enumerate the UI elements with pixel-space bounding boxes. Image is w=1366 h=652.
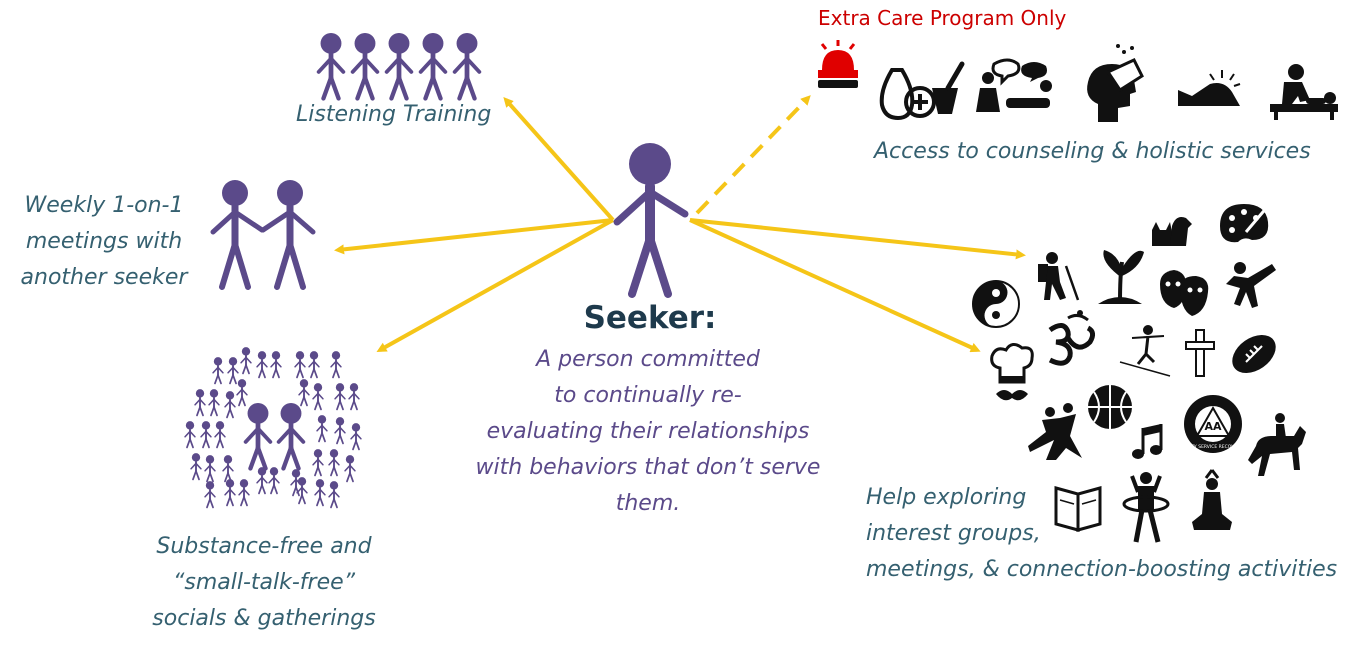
socials-line-3: socials & gatherings bbox=[152, 606, 376, 631]
basketball-icon bbox=[1088, 385, 1132, 429]
crowd-person-icon bbox=[256, 350, 268, 379]
cross-icon bbox=[1185, 329, 1215, 377]
arrow-to-interests-bottom bbox=[689, 218, 981, 353]
sprout-icon bbox=[1098, 250, 1144, 304]
crowd-person-icon bbox=[330, 350, 342, 379]
crowd-person-icon bbox=[328, 480, 340, 509]
crowd-person-icon bbox=[316, 414, 328, 443]
crowd-person-icon bbox=[240, 346, 252, 375]
crowd-person-icon bbox=[212, 356, 224, 385]
extra-care-heading: Extra Care Program Only bbox=[818, 6, 1067, 30]
meditation-icon bbox=[1192, 469, 1232, 530]
hiker-icon bbox=[1038, 252, 1080, 301]
crowd-person-icon bbox=[312, 448, 324, 477]
crowd-person-icon bbox=[184, 420, 196, 449]
crowd-person-icon bbox=[348, 382, 360, 411]
interests-line-3: meetings, & connection-boosting activiti… bbox=[866, 557, 1338, 582]
crowd-person-icon bbox=[224, 478, 236, 507]
seeker-desc-line-5: them. bbox=[615, 491, 681, 516]
crowd-person-icon bbox=[238, 478, 250, 507]
connector-arrows bbox=[334, 95, 1026, 353]
crowd-icon bbox=[184, 346, 362, 509]
crowd-person-icon bbox=[328, 448, 340, 477]
seeker-title: Seeker: bbox=[583, 300, 717, 336]
crowd-person-icon bbox=[298, 378, 310, 407]
crowd-person-icon bbox=[214, 420, 226, 449]
football-icon bbox=[1232, 334, 1276, 374]
tightrope-walker-icon bbox=[1119, 325, 1171, 377]
weekly-line-1: Weekly 1-on-1 bbox=[24, 193, 184, 218]
hula-hoop-icon bbox=[1122, 472, 1170, 543]
listening-training-label: Listening Training bbox=[296, 102, 492, 127]
crowd-person-icon bbox=[194, 388, 206, 417]
counseling-session-icon bbox=[976, 58, 1052, 112]
horse-rider-icon bbox=[1248, 413, 1306, 476]
music-note-icon bbox=[1132, 424, 1163, 459]
yin-yang-icon bbox=[972, 280, 1020, 328]
arrow-to-interests-top bbox=[689, 218, 1026, 260]
crowd-person-icon bbox=[314, 478, 326, 507]
weekly-line-2: meetings with bbox=[25, 229, 183, 254]
crowd-person-icon bbox=[296, 476, 308, 505]
crowd-person-icon bbox=[270, 350, 282, 379]
crowd-person-icon bbox=[236, 378, 248, 407]
interests-line-2: interest groups, bbox=[866, 521, 1041, 546]
crowd-person-icon bbox=[190, 452, 202, 481]
crowd-person-icon bbox=[294, 350, 306, 379]
socials-line-2: “small-talk-free” bbox=[172, 570, 356, 595]
martial-arts-kick-icon bbox=[1226, 262, 1276, 308]
crowd-person-icon bbox=[222, 454, 234, 483]
crowd-person-icon bbox=[204, 480, 216, 509]
om-symbol-icon bbox=[1048, 310, 1096, 366]
massage-therapy-icon bbox=[1270, 64, 1338, 120]
aa-letters: AA bbox=[1204, 420, 1222, 433]
crowd-center-pair-icon bbox=[246, 403, 304, 469]
seeker-desc-line-1: A person committed bbox=[536, 347, 760, 372]
open-book-icon bbox=[1054, 486, 1102, 532]
interests-line-1: Help exploring bbox=[866, 485, 1027, 510]
aa-ring-text: UNITY SERVICE RECOVERY bbox=[1183, 444, 1243, 450]
crowd-person-icon bbox=[334, 416, 346, 445]
crowd-person-icon bbox=[344, 454, 356, 483]
crowd-person-icon bbox=[204, 454, 216, 483]
socials-label: Substance-free and “small-talk-free” soc… bbox=[136, 529, 392, 637]
socials-line-1: Substance-free and bbox=[156, 534, 372, 559]
weekly-line-3: another seeker bbox=[20, 265, 188, 290]
herbal-medicine-icon bbox=[879, 61, 965, 121]
seeker-desc-line-2: to continually re- bbox=[554, 383, 742, 408]
seeker-desc-line-4: with behaviors that don’t serve bbox=[475, 455, 821, 480]
pair-figures-icon bbox=[210, 180, 316, 290]
dancing-couple-icon bbox=[1028, 403, 1082, 460]
head-care-icon bbox=[1087, 44, 1144, 122]
arrow-to-extra-care bbox=[695, 95, 811, 215]
weekly-meetings-label: Weekly 1-on-1 meetings with another seek… bbox=[14, 188, 194, 296]
cat-dog-icon bbox=[1152, 217, 1192, 246]
arrow-to-socials bbox=[376, 218, 614, 352]
listening-group-icon bbox=[319, 33, 480, 99]
crowd-person-icon bbox=[256, 466, 268, 495]
chef-hat-icon bbox=[990, 343, 1034, 401]
crowd-person-icon bbox=[200, 420, 212, 449]
crowd-person-icon bbox=[268, 466, 280, 495]
crowd-person-icon bbox=[334, 382, 346, 411]
seeker-description: A person committed to continually re- ev… bbox=[466, 342, 830, 522]
sunrise-landscape-icon bbox=[1178, 70, 1241, 106]
seeker-figure bbox=[613, 143, 689, 298]
crowd-person-icon bbox=[312, 382, 324, 411]
crowd-person-icon bbox=[308, 350, 320, 379]
arrow-to-listening-training bbox=[503, 97, 615, 222]
siren-icon bbox=[818, 40, 858, 88]
crowd-person-icon bbox=[227, 356, 239, 385]
extra-care-services-label: Access to counseling & holistic services bbox=[874, 139, 1311, 164]
aa-recovery-icon: AA UNITY SERVICE RECOVERY bbox=[1183, 395, 1243, 453]
crowd-person-icon bbox=[224, 390, 236, 419]
interests-label: Help exploring interest groups, meetings… bbox=[866, 480, 1337, 588]
crowd-person-icon bbox=[208, 388, 220, 417]
paint-palette-icon bbox=[1220, 204, 1270, 243]
crowd-person-icon bbox=[350, 422, 362, 451]
arrow-to-weekly-meetings bbox=[334, 218, 614, 255]
seeker-desc-line-3: evaluating their relationships bbox=[486, 419, 810, 444]
theater-masks-icon bbox=[1160, 270, 1209, 316]
